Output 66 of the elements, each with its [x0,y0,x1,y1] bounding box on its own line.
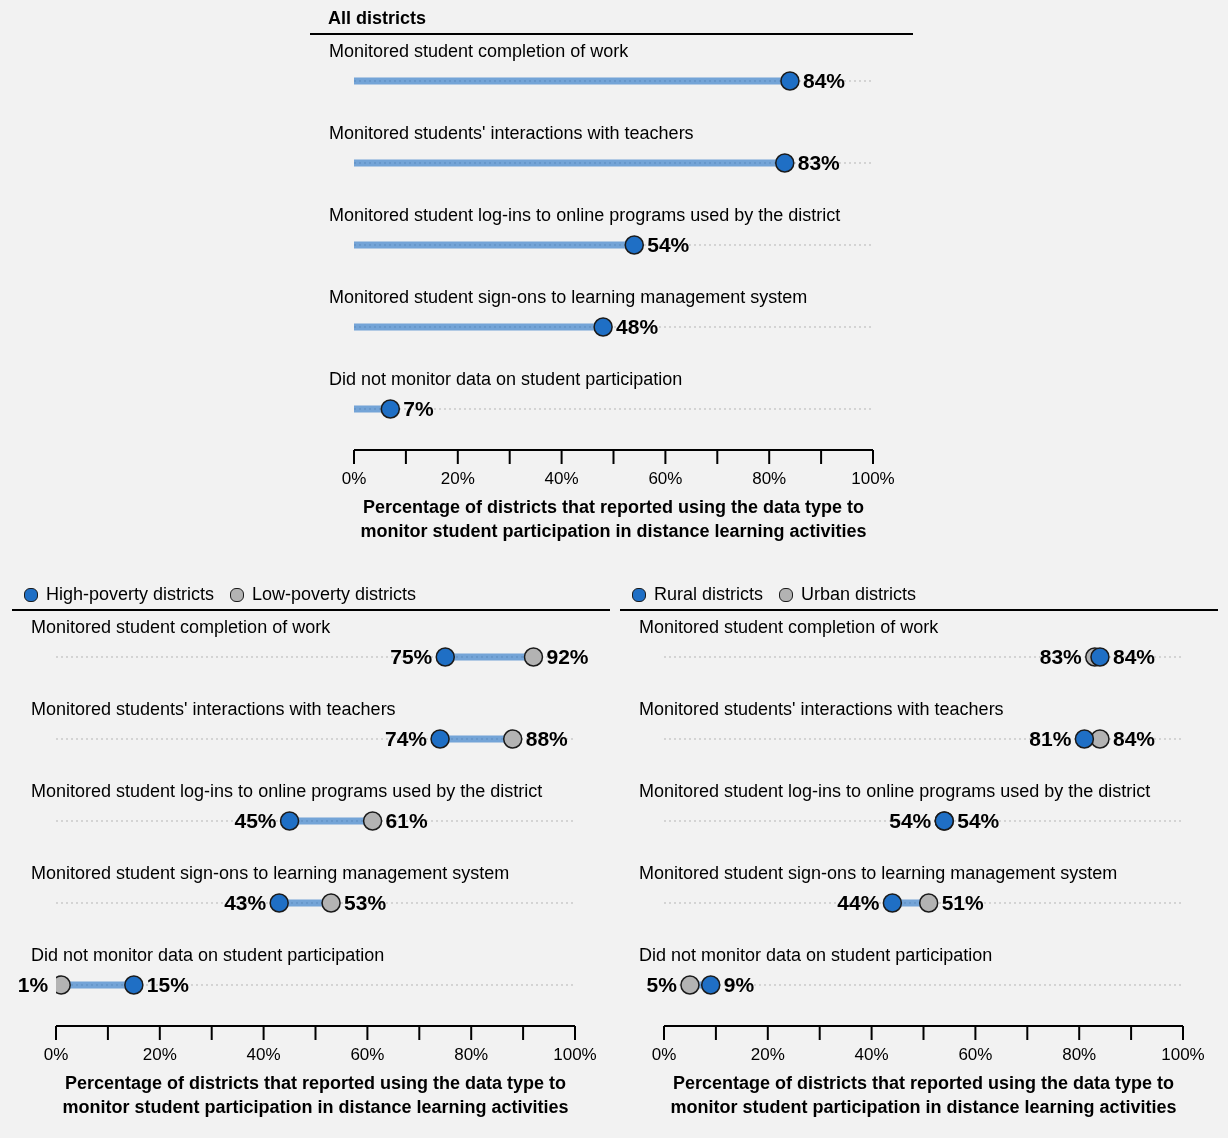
data-label: 1% [17,973,49,996]
x-tick-label: 20% [750,1045,785,1065]
y-tick-label: Monitored student log-ins to online programs used by the district [31,781,543,801]
data-label: 9% [723,973,755,996]
chart-title: All districts [310,2,913,35]
x-tick-label: 20% [440,469,475,489]
x-tick-label: 60% [648,469,683,489]
y-tick-label: Monitored student completion of work [31,617,332,637]
x-tick-label: 20% [142,1045,177,1065]
x-tick-label: 40% [544,469,579,489]
y-tick-label: Monitored student sign-ons to learning management system [31,863,510,883]
data-label: 54% [647,233,690,256]
legend-label: Rural districts [653,584,764,605]
data-label: 83% [1039,645,1083,668]
y-tick-label: Monitored student sign-ons to learning management system [639,863,1118,883]
data-label: 51% [941,891,985,914]
legend-label: Urban districts [800,584,917,605]
data-label: 74% [385,727,428,750]
data-label: 84% [1112,727,1156,750]
legend-label: Low-poverty districts [251,584,417,605]
y-tick-label: Monitored student completion of work [639,617,940,637]
data-label: 48% [616,315,659,338]
x-tick-label: 40% [854,1045,889,1065]
data-label: 61% [385,809,428,832]
x-tick-label: 100% [553,1045,597,1065]
data-label: 84% [802,69,846,92]
data-label: 88% [525,727,569,750]
y-tick-label: Did not monitor data on student participation [329,369,683,389]
x-tick-label: 60% [958,1045,993,1065]
data-label: 15% [146,973,190,996]
x-tick-label: 0% [43,1045,69,1065]
y-tick-label: Did not monitor data on student participation [639,945,993,965]
x-axis-title: Percentage of districts that reported using the data type to monitor student participation in distance learning activities [61,1072,570,1119]
data-label: 54% [957,809,1000,832]
data-label: 54% [889,809,932,832]
data-label: 53% [344,891,387,914]
x-tick-label: 0% [341,469,367,489]
y-tick-label: Monitored student log-ins to online programs used by the district [329,205,841,225]
x-tick-label: 40% [246,1045,281,1065]
x-tick-label: 80% [752,469,787,489]
data-label: 44% [837,891,880,914]
y-tick-label: Monitored students' interactions with teachers [639,699,1004,719]
y-tick-label: Monitored students' interactions with teachers [329,123,694,143]
y-tick-label: Monitored student log-ins to online programs used by the district [639,781,1151,801]
data-label: 5% [646,973,678,996]
data-label: 43% [224,891,267,914]
x-axis-title: Percentage of districts that reported using the data type to monitor student participation in distance learning activities [669,1072,1178,1119]
x-tick-label: 80% [1062,1045,1097,1065]
x-tick-label: 100% [851,469,895,489]
y-tick-label: Monitored student completion of work [329,41,630,61]
y-tick-label: Monitored students' interactions with teachers [31,699,396,719]
data-label: 92% [546,645,589,668]
legend-label: High-poverty districts [45,584,215,605]
data-label: 81% [1029,727,1072,750]
data-label: 83% [797,151,841,174]
y-tick-label: Monitored student sign-ons to learning management system [329,287,808,307]
x-tick-label: 0% [651,1045,677,1065]
x-tick-label: 100% [1161,1045,1205,1065]
data-label: 7% [403,397,435,420]
data-label: 45% [234,809,277,832]
y-tick-label: Did not monitor data on student participation [31,945,385,965]
data-label: 75% [390,645,433,668]
x-tick-label: 60% [350,1045,385,1065]
x-axis-title: Percentage of districts that reported using the data type to monitor student participation in distance learning activities [359,496,868,543]
x-tick-label: 80% [454,1045,489,1065]
data-label: 84% [1112,645,1156,668]
